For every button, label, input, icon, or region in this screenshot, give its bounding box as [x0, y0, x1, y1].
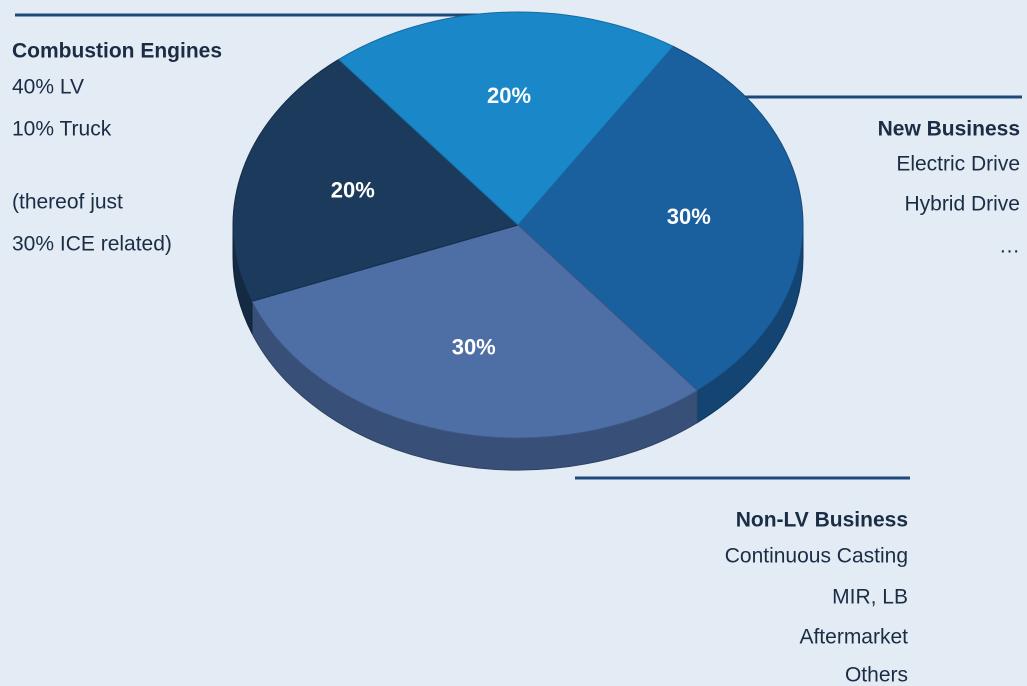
annotation-line: (thereof just — [12, 191, 123, 214]
annotation-line: Hybrid Drive — [904, 193, 1020, 216]
pie: 30% 30% 20% 20% — [232, 11, 804, 471]
data-label: 30% — [667, 204, 711, 229]
annotation-line: 10% Truck — [12, 118, 112, 141]
annotation-line: 30% ICE related) — [12, 233, 172, 256]
annotation-line: Others — [845, 664, 908, 686]
annotation-line: Electric Drive — [896, 153, 1020, 176]
pie-slice — [251, 224, 699, 439]
pie-slice — [337, 11, 675, 226]
annotation-line: MIR, LB — [832, 586, 908, 609]
annotation-title: New Business — [878, 118, 1020, 141]
data-label: 20% — [331, 178, 375, 203]
annotation-title: Non-LV Business — [736, 509, 908, 532]
annotations: Combustion Engines 40% LV 10% Truck (thereo… — [12, 40, 1020, 686]
data-label: 20% — [487, 83, 531, 108]
pie-slice — [232, 58, 519, 302]
annotation-line: Continuous Casting — [725, 545, 908, 568]
annotation-line: … — [999, 235, 1020, 258]
annotation-line: 40% LV — [12, 76, 84, 99]
annotation-line: Aftermarket — [799, 626, 908, 649]
pie-slice — [517, 45, 804, 392]
data-label: 30% — [452, 334, 496, 359]
annotation-title: Combustion Engines — [12, 40, 222, 63]
